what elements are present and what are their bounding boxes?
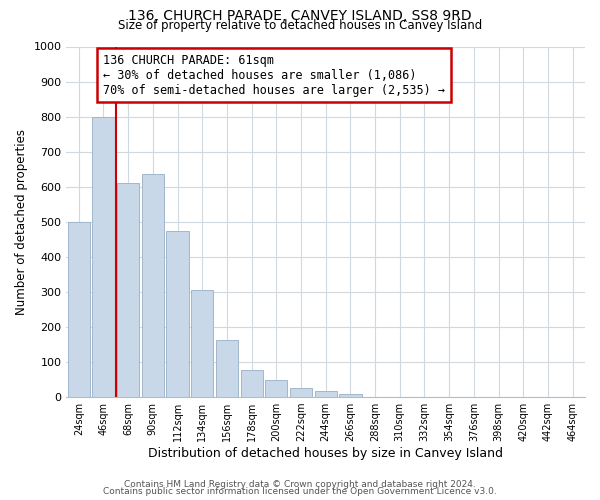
Bar [265,380,287,397]
Text: Contains HM Land Registry data © Crown copyright and database right 2024.: Contains HM Land Registry data © Crown c… [124,480,476,489]
Text: 136 CHURCH PARADE: 61sqm
← 30% of detached houses are smaller (1,086)
70% of sem: 136 CHURCH PARADE: 61sqm ← 30% of detach… [103,54,445,96]
Text: 136, CHURCH PARADE, CANVEY ISLAND, SS8 9RD: 136, CHURCH PARADE, CANVEY ISLAND, SS8 9… [128,9,472,23]
Bar [92,116,115,397]
X-axis label: Distribution of detached houses by size in Canvey Island: Distribution of detached houses by size … [148,447,503,460]
Bar [339,394,362,397]
Bar [68,222,90,397]
Bar [142,174,164,397]
Bar [166,230,188,397]
Bar [241,370,263,397]
Bar [117,183,139,397]
Text: Size of property relative to detached houses in Canvey Island: Size of property relative to detached ho… [118,19,482,32]
Bar [314,391,337,397]
Bar [191,290,214,397]
Bar [216,340,238,397]
Text: Contains public sector information licensed under the Open Government Licence v3: Contains public sector information licen… [103,487,497,496]
Bar [290,388,312,397]
Y-axis label: Number of detached properties: Number of detached properties [15,129,28,315]
